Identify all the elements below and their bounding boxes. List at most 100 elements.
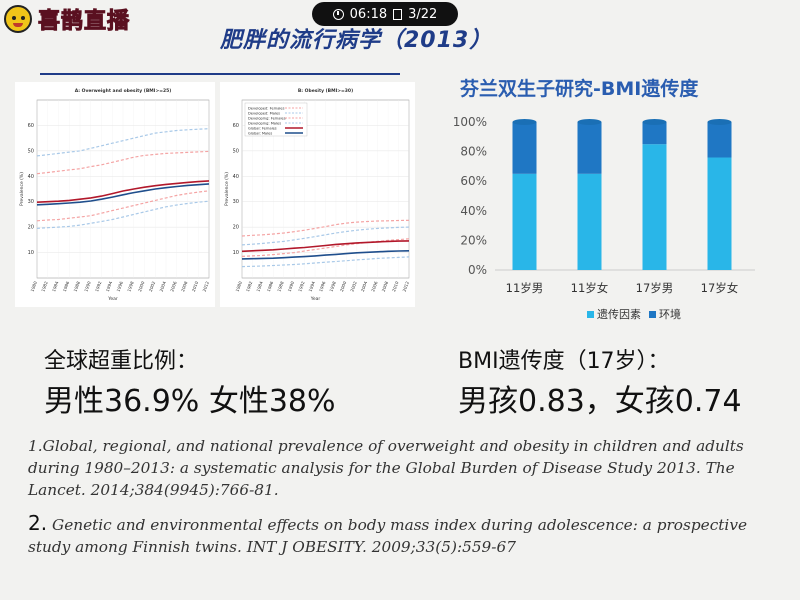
x-tick-label: 1984: [255, 280, 263, 292]
x-tick-label: 1982: [40, 280, 48, 292]
series-line: [36, 180, 210, 203]
x-tick-label: 2004: [360, 280, 368, 292]
y-tick-label: 100%: [453, 115, 487, 129]
x-tick-label: 1984: [51, 280, 59, 292]
x-tick-label: 1988: [73, 280, 81, 292]
x-tick-label: 1998: [126, 280, 134, 292]
x-tick-label: 2010: [191, 280, 199, 292]
y-axis-label: Prevalence (%): [19, 172, 25, 206]
y-tick-label: 50: [28, 148, 34, 154]
x-tick-label: 1986: [62, 280, 70, 292]
x-tick-label: 2008: [381, 280, 389, 292]
reference-1: 1.Global, regional, and national prevale…: [28, 437, 744, 499]
y-tick-label: 60: [233, 123, 239, 129]
x-tick-label: 17岁女: [701, 281, 739, 295]
y-tick-label: 60: [28, 123, 34, 129]
bar-top-cap: [577, 119, 602, 125]
reference-2-number: 2.: [28, 511, 48, 535]
title-underline: [40, 73, 400, 75]
x-tick-label: 1996: [116, 280, 124, 292]
obesity-line-chart: B: Obesity (BMI>=30) 10 20 30 40 50 60 1980 1982…: [220, 82, 415, 307]
x-axis-label: Year: [107, 296, 118, 302]
x-tick-label: 2010: [391, 280, 399, 292]
slide-title: 肥胖的流行病学（2013）: [220, 28, 493, 53]
legend-swatch: [649, 311, 656, 318]
legend-label: Global: Males: [248, 131, 272, 135]
bar-segment: [577, 122, 602, 174]
x-tick-label: 2000: [339, 280, 347, 292]
y-tick-label: 80%: [460, 145, 487, 159]
x-tick-label: 1996: [318, 280, 326, 292]
x-tick-label: 2000: [137, 280, 145, 292]
chart-title: B: Obesity (BMI>=30): [298, 88, 353, 94]
x-tick-label: 2002: [148, 280, 156, 292]
overweight-label: 全球超重比例：: [44, 349, 199, 374]
page-counter: 3/22: [408, 6, 438, 22]
legend-label: Developed: Males: [248, 111, 280, 115]
x-tick-label: 1990: [287, 280, 295, 292]
series-line: [241, 256, 410, 268]
bar-top-cap: [512, 119, 537, 125]
x-tick-label: 1980: [30, 280, 38, 292]
y-tick-label: 20: [233, 225, 239, 231]
y-tick-label: 30: [28, 199, 34, 205]
bar-segment: [642, 122, 667, 145]
x-axis-label: Year: [310, 296, 321, 302]
x-tick-label: 1994: [105, 280, 113, 292]
series-line: [36, 183, 210, 206]
series-line: [241, 226, 410, 246]
reference-2-text: Genetic and environmental effects on bod…: [28, 516, 748, 556]
y-tick-label: 40: [28, 174, 34, 180]
y-tick-label: 40: [233, 174, 239, 180]
legend-label: Developing: Females: [248, 116, 286, 120]
legend-label: 遗传因素: [597, 307, 641, 321]
legend-label: 环境: [659, 307, 681, 321]
legend-label: Developed: Females: [248, 106, 285, 110]
y-tick-label: 10: [28, 250, 34, 256]
y-tick-label: 20: [28, 225, 34, 231]
heritability-label: BMI遗传度（17岁）：: [458, 349, 670, 374]
x-tick-label: 2004: [159, 280, 167, 292]
heritability-values: 男孩0.83，女孩0.74: [458, 384, 742, 419]
series-line: [241, 250, 410, 260]
bar-top-cap: [707, 119, 732, 125]
legend-swatch: [587, 311, 594, 318]
x-tick-label: 1992: [297, 280, 305, 292]
bar-segment: [512, 122, 537, 174]
legend-label: Global: Females: [248, 126, 277, 130]
reference-2: 2. Genetic and environmental effects on …: [28, 512, 773, 558]
x-tick-label: 11岁男: [506, 281, 544, 295]
logo-text: 喜鹊直播: [37, 9, 131, 35]
page-icon: [393, 8, 403, 20]
x-tick-label: 2006: [370, 280, 378, 292]
y-tick-label: 40%: [460, 204, 487, 218]
x-tick-label: 1980: [235, 280, 243, 292]
x-tick-label: 1990: [83, 280, 91, 292]
x-tick-label: 1998: [329, 280, 337, 292]
x-tick-label: 1992: [94, 280, 102, 292]
y-tick-label: 30: [233, 199, 239, 205]
app-topbar: 喜鹊直播 06:18 3/22: [0, 0, 800, 35]
y-tick-label: 0%: [468, 263, 487, 277]
bar-segment: [577, 173, 602, 270]
x-tick-label: 11岁女: [571, 281, 609, 295]
x-tick-label: 2008: [180, 280, 188, 292]
x-tick-label: 1994: [308, 280, 316, 292]
y-tick-label: 10: [233, 250, 239, 256]
x-tick-label: 2006: [169, 280, 177, 292]
x-tick-label: 1988: [276, 280, 284, 292]
y-axis-label: Prevalence (%): [224, 172, 230, 206]
y-tick-label: 60%: [460, 174, 487, 188]
bar-segment: [642, 144, 667, 270]
series-line: [36, 200, 210, 229]
chart-title: A: Overweight and obesity (BMI>=25): [75, 88, 172, 94]
playback-status[interactable]: 06:18 3/22: [312, 2, 458, 26]
bar-segment: [707, 157, 732, 270]
series-line: [241, 240, 410, 253]
series-line: [36, 128, 210, 157]
clock-icon: [332, 8, 344, 20]
x-tick-label: 2002: [349, 280, 357, 292]
bar-segment: [512, 173, 537, 270]
overweight-values: 男性36.9% 女性38%: [44, 384, 336, 419]
